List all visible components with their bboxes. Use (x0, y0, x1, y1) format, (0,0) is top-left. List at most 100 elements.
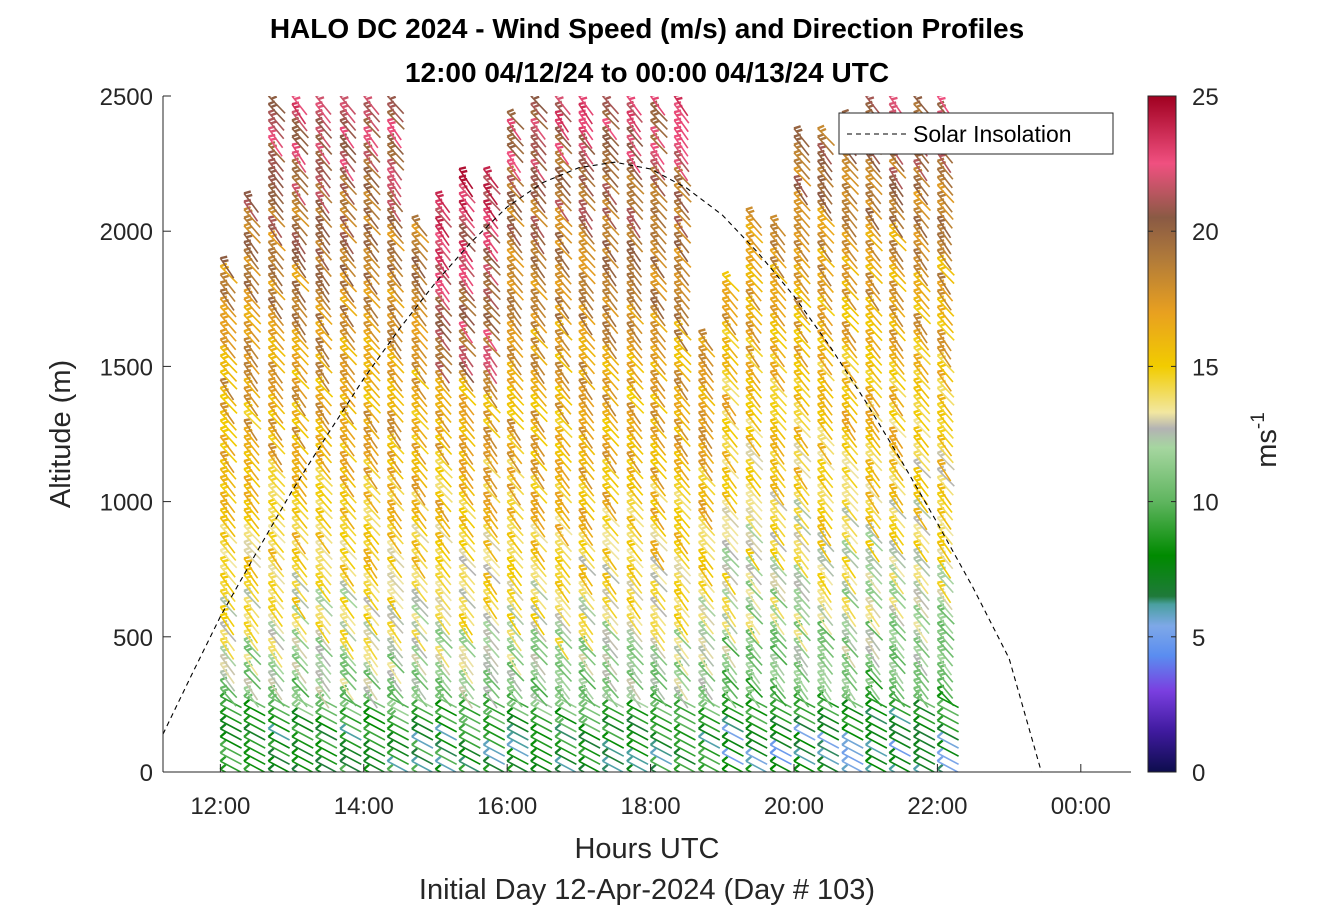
wind-barb (267, 715, 290, 733)
wind-barb (243, 698, 266, 717)
wind-barb (386, 538, 405, 561)
wind-barb (291, 189, 309, 213)
wind-barb (339, 684, 357, 707)
colorbar (1147, 95, 1177, 773)
wind-barb (339, 96, 357, 115)
wind-barb (314, 763, 323, 772)
y-tick-label: 1500 (100, 354, 153, 381)
wind-barb (291, 698, 314, 717)
wind-barb (362, 715, 386, 733)
legend: Solar Insolation (838, 112, 1114, 155)
wind-barb (219, 739, 242, 757)
wind-barb (386, 755, 409, 772)
wind-barb (219, 707, 242, 725)
colorbar-label-exponent: -1 (1248, 412, 1269, 429)
colorbar-label-base: ms (1251, 429, 1283, 468)
x-axis-label-secondary: Initial Day 12-Apr-2024 (Day # 103) (419, 874, 875, 906)
wind-barb (362, 763, 371, 772)
wind-barb (339, 644, 357, 667)
wind-barb (291, 763, 299, 772)
wind-barb (291, 739, 314, 757)
wind-barb (362, 747, 386, 766)
colorbar-tick-label: 10 (1192, 490, 1219, 517)
wind-barb (243, 707, 266, 725)
wind-barb (314, 739, 338, 757)
y-ticks: 0 500 1000 1500 2000 2500 (100, 84, 171, 787)
wind-barb (386, 715, 409, 733)
wind-barb (243, 417, 258, 442)
wind-barb (363, 473, 381, 496)
colorbar-tick-label: 20 (1192, 219, 1219, 246)
wind-barb (339, 739, 362, 757)
wind-barb (386, 432, 405, 455)
wind-barb (291, 538, 309, 561)
y-axis-label: Altitude (m) (45, 360, 77, 508)
wind-barb (339, 311, 357, 334)
wind-barb (315, 254, 332, 278)
wind-barb (267, 755, 290, 772)
wind-barb (219, 723, 242, 741)
wind-barb (267, 698, 290, 717)
x-tick-label: 20:00 (764, 793, 824, 820)
wind-barb (267, 747, 290, 766)
chart-title-line2: 12:00 04/12/24 to 00:00 04/13/24 UTC (405, 57, 889, 88)
wind-barb (363, 619, 381, 642)
wind-barb (243, 723, 266, 741)
wind-barb (386, 603, 405, 626)
wind-barb (267, 96, 286, 114)
wind-barb (362, 739, 386, 757)
chart-title-line1: HALO DC 2024 - Wind Speed (m/s) and Dire… (270, 13, 1024, 44)
wind-barb (219, 676, 238, 699)
wind-barb (314, 731, 338, 749)
wind-barb (291, 433, 309, 455)
wind-barb (267, 229, 286, 252)
wind-barb (339, 715, 362, 733)
wind-barb (314, 747, 338, 766)
wind-barb (267, 140, 286, 163)
wind-barb (363, 279, 381, 302)
wind-barb (339, 755, 362, 772)
wind-barbs (219, 96, 959, 772)
wind-barb (363, 96, 380, 116)
x-tick-label: 14:00 (334, 793, 394, 820)
wind-barb (314, 698, 338, 717)
wind-barb (362, 731, 386, 749)
wind-barb (363, 417, 380, 440)
wind-barb (243, 747, 266, 766)
wind-barb (291, 715, 314, 733)
wind-barb (291, 262, 310, 285)
wind-barb (219, 715, 242, 733)
wind-barb (339, 707, 362, 725)
y-tick-label: 0 (140, 760, 153, 787)
wind-barb (386, 473, 405, 496)
wind-barb (291, 747, 314, 766)
wind-barb (243, 739, 266, 757)
wind-barb (315, 376, 334, 398)
wind-barb (339, 731, 362, 749)
y-tick-label: 500 (113, 625, 153, 652)
legend-entry-solar-insolation: Solar Insolation (913, 121, 1072, 147)
wind-barb (386, 698, 409, 717)
wind-barb (291, 723, 314, 741)
wind-barb (243, 400, 262, 423)
wind-barb (314, 755, 338, 772)
wind-barb (386, 731, 409, 749)
plot-area (163, 96, 1131, 772)
x-tick-label: 18:00 (621, 793, 681, 820)
wind-barb (314, 715, 338, 733)
wind-barb (315, 96, 332, 116)
wind-barb (362, 698, 386, 717)
wind-barb (339, 222, 358, 244)
wind-barb (219, 698, 242, 717)
wind-barb (243, 755, 266, 772)
x-axis-label: Hours UTC (574, 833, 719, 865)
wind-barb (243, 731, 266, 749)
wind-barb (291, 755, 314, 772)
wind-barb (386, 739, 409, 757)
wind-barb (362, 707, 386, 725)
wind-barb (267, 731, 290, 749)
wind-barb (267, 684, 285, 707)
wind-barb (386, 707, 409, 725)
colorbar-tick-label: 25 (1192, 84, 1219, 111)
y-tick-label: 2000 (100, 219, 153, 246)
